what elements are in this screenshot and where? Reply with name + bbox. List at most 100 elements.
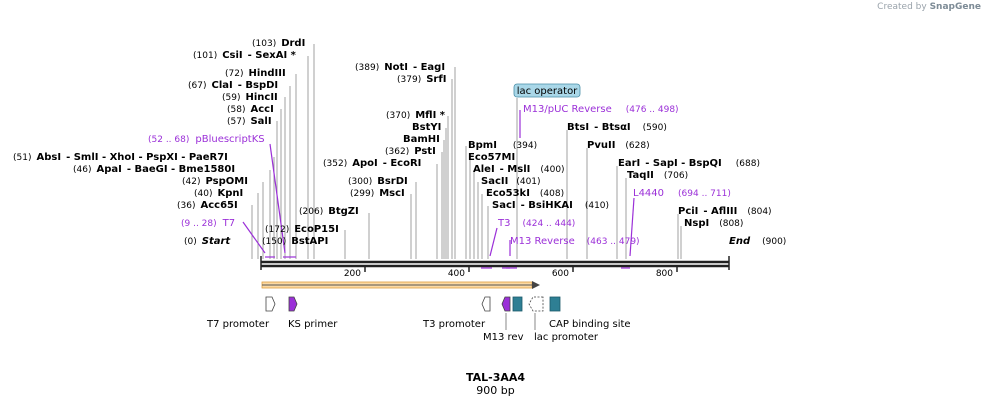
primer-m13puc-name: M13/pUC Reverse xyxy=(523,104,612,115)
primer-l4440-name: L4440 xyxy=(633,188,664,199)
site-hindiii: (72) HindIII xyxy=(225,68,286,79)
site-sacii-pos: (401) xyxy=(516,177,540,187)
primer-connector-t3 xyxy=(489,227,498,257)
site-alei-pos: (400) xyxy=(540,165,564,175)
site-acci-pos: (58) xyxy=(227,105,245,115)
primer-connector-l4440 xyxy=(629,197,635,257)
site-eco53ki-pos: (408) xyxy=(540,189,564,199)
site-apoi-extra: - EcoRI xyxy=(383,158,422,169)
site-saci-name: SacI xyxy=(492,200,516,211)
sequence-length: 900 bp xyxy=(476,384,515,397)
site-btgzi-name: BtgZI xyxy=(328,206,359,217)
site-bstapi-pos: (150) xyxy=(262,237,286,247)
primer-connectors xyxy=(242,110,635,269)
sequence-title: TAL-3AA4 xyxy=(465,371,526,384)
site-acc65i: (36) Acc65I xyxy=(177,200,238,211)
site-pcii-pos: (804) xyxy=(747,207,771,217)
site-saci-extra: - BsiHKAI xyxy=(521,200,573,211)
site-drdi-pos: (103) xyxy=(252,39,276,49)
orf-arrow xyxy=(261,281,540,289)
site-srfi-pos: (379) xyxy=(397,75,421,85)
site-kpni-pos: (40) xyxy=(194,189,212,199)
site-psti-pos: (362) xyxy=(385,147,409,157)
cap-binding-site-glyph xyxy=(549,296,561,312)
m13-rev-glyph xyxy=(501,296,511,312)
ruler-label-200: 200 xyxy=(344,269,361,279)
site-pspomi-pos: (42) xyxy=(182,177,200,187)
primer-pbluescriptks-name: pBluescriptKS xyxy=(195,134,264,145)
feature-ks-primer: KS primer xyxy=(288,319,338,330)
site-pvuii-name: PvuII xyxy=(587,140,615,151)
primer-t7: (9 .. 28) T7 xyxy=(181,218,235,229)
site-mfli: (370) MflI * xyxy=(386,110,446,121)
site-drdi-name: DrdI xyxy=(281,38,305,49)
feature-m13-rev: M13 rev xyxy=(483,332,524,343)
primer-m13rev: M13 Reverse (463 .. 479) xyxy=(510,236,640,247)
site-hindiii-name: HindIII xyxy=(248,68,285,79)
site-hincii: (59) HincII xyxy=(222,92,278,103)
site-apoi-pos: (352) xyxy=(323,159,347,169)
site-absi-name: AbsI xyxy=(36,152,61,163)
snapgene-brand-logo: SnapGene xyxy=(929,2,981,12)
site-apai-name: ApaI xyxy=(96,164,121,175)
primer-t3-range: (424 .. 444) xyxy=(522,219,575,229)
site-bpmi: BpmI (394) xyxy=(468,140,537,151)
site-apai-extra: - BaeGI - Bme1580I xyxy=(127,164,235,175)
site-clai-pos: (67) xyxy=(188,81,206,91)
site-pcii-name: PciI xyxy=(678,206,698,217)
site-apai-pos: (46) xyxy=(73,165,91,175)
site-btgzi: (206) BtgZI xyxy=(299,206,359,217)
site-drdi: (103) DrdI xyxy=(252,38,305,49)
site-eco57mi: Eco57MI xyxy=(468,152,515,163)
site-pcii: PciI - AflIII (804) xyxy=(678,206,772,217)
site-alei: AleI - MslI (400) xyxy=(473,164,565,175)
site-acc65i-pos: (36) xyxy=(177,201,195,211)
credit-prefix: Created by xyxy=(877,2,927,12)
lac-operator-glyph xyxy=(512,296,523,312)
site-btsi: BtsI - BtsαI (590) xyxy=(567,122,667,133)
primer-m13rev-range: (463 .. 479) xyxy=(587,237,640,247)
ks-primer-glyph xyxy=(288,296,298,312)
site-pvuii: PvuII (628) xyxy=(587,140,650,151)
site-pvuii-pos: (628) xyxy=(625,141,649,151)
site-bstapi-name: BstAPI xyxy=(291,236,328,247)
site-bstyi: BstYI xyxy=(412,122,441,133)
site-pspomi-name: PspOMI xyxy=(205,176,247,187)
site-labels-left: (103) DrdI (101) CsiI - SexAI * (72) HindIII… xyxy=(13,38,359,247)
site-msci-name: MscI xyxy=(379,188,405,199)
site-hincii-pos: (59) xyxy=(222,93,240,103)
site-taqii-pos: (706) xyxy=(664,171,688,181)
site-eari: EarI - SapI - BspQI (688) xyxy=(618,158,760,169)
primer-t3: T3 (424 .. 444) xyxy=(497,218,575,229)
site-end: End (900) xyxy=(729,236,786,247)
site-bpmi-pos: (394) xyxy=(513,141,537,151)
site-kpni-name: KpnI xyxy=(217,188,243,199)
site-connectors xyxy=(251,44,682,259)
lac-operator-label: lac operator xyxy=(517,86,578,97)
site-srfi-name: SrfI xyxy=(426,74,446,85)
site-msci-pos: (299) xyxy=(350,189,374,199)
primer-pbluescriptks: (52 .. 68) pBluescriptKS xyxy=(148,134,265,145)
site-bsrdi: (300) BsrDI xyxy=(348,176,408,187)
site-mfli-name: MflI * xyxy=(415,110,446,121)
feature-t3-promoter: T3 promoter xyxy=(422,319,486,330)
site-btgzi-pos: (206) xyxy=(299,207,323,217)
primer-t7-range: (9 .. 28) xyxy=(181,219,217,229)
primer-m13rev-name: M13 Reverse xyxy=(510,236,575,247)
site-end-pos: (900) xyxy=(762,237,786,247)
primer-l4440-range: (694 .. 711) xyxy=(678,189,731,199)
site-nspi: NspI (808) xyxy=(684,218,743,229)
site-pcii-extra: - AflIII xyxy=(703,206,737,217)
primer-t7-name: T7 xyxy=(222,218,235,229)
site-bsrdi-name: BsrDI xyxy=(377,176,408,187)
site-start: (0) Start xyxy=(184,236,231,247)
site-eari-name: EarI xyxy=(618,158,640,169)
site-apoi-name: ApoI xyxy=(352,158,378,169)
site-csii-extra: - SexAI * xyxy=(248,50,297,61)
site-apai: (46) ApaI - BaeGI - Bme1580I xyxy=(73,164,235,175)
site-sali: (57) SalI xyxy=(227,116,272,127)
site-ecop15i-pos: (172) xyxy=(265,225,289,235)
feature-cap-binding-site: CAP binding site xyxy=(549,319,631,330)
site-apoi: (352) ApoI - EcoRI xyxy=(323,158,421,169)
